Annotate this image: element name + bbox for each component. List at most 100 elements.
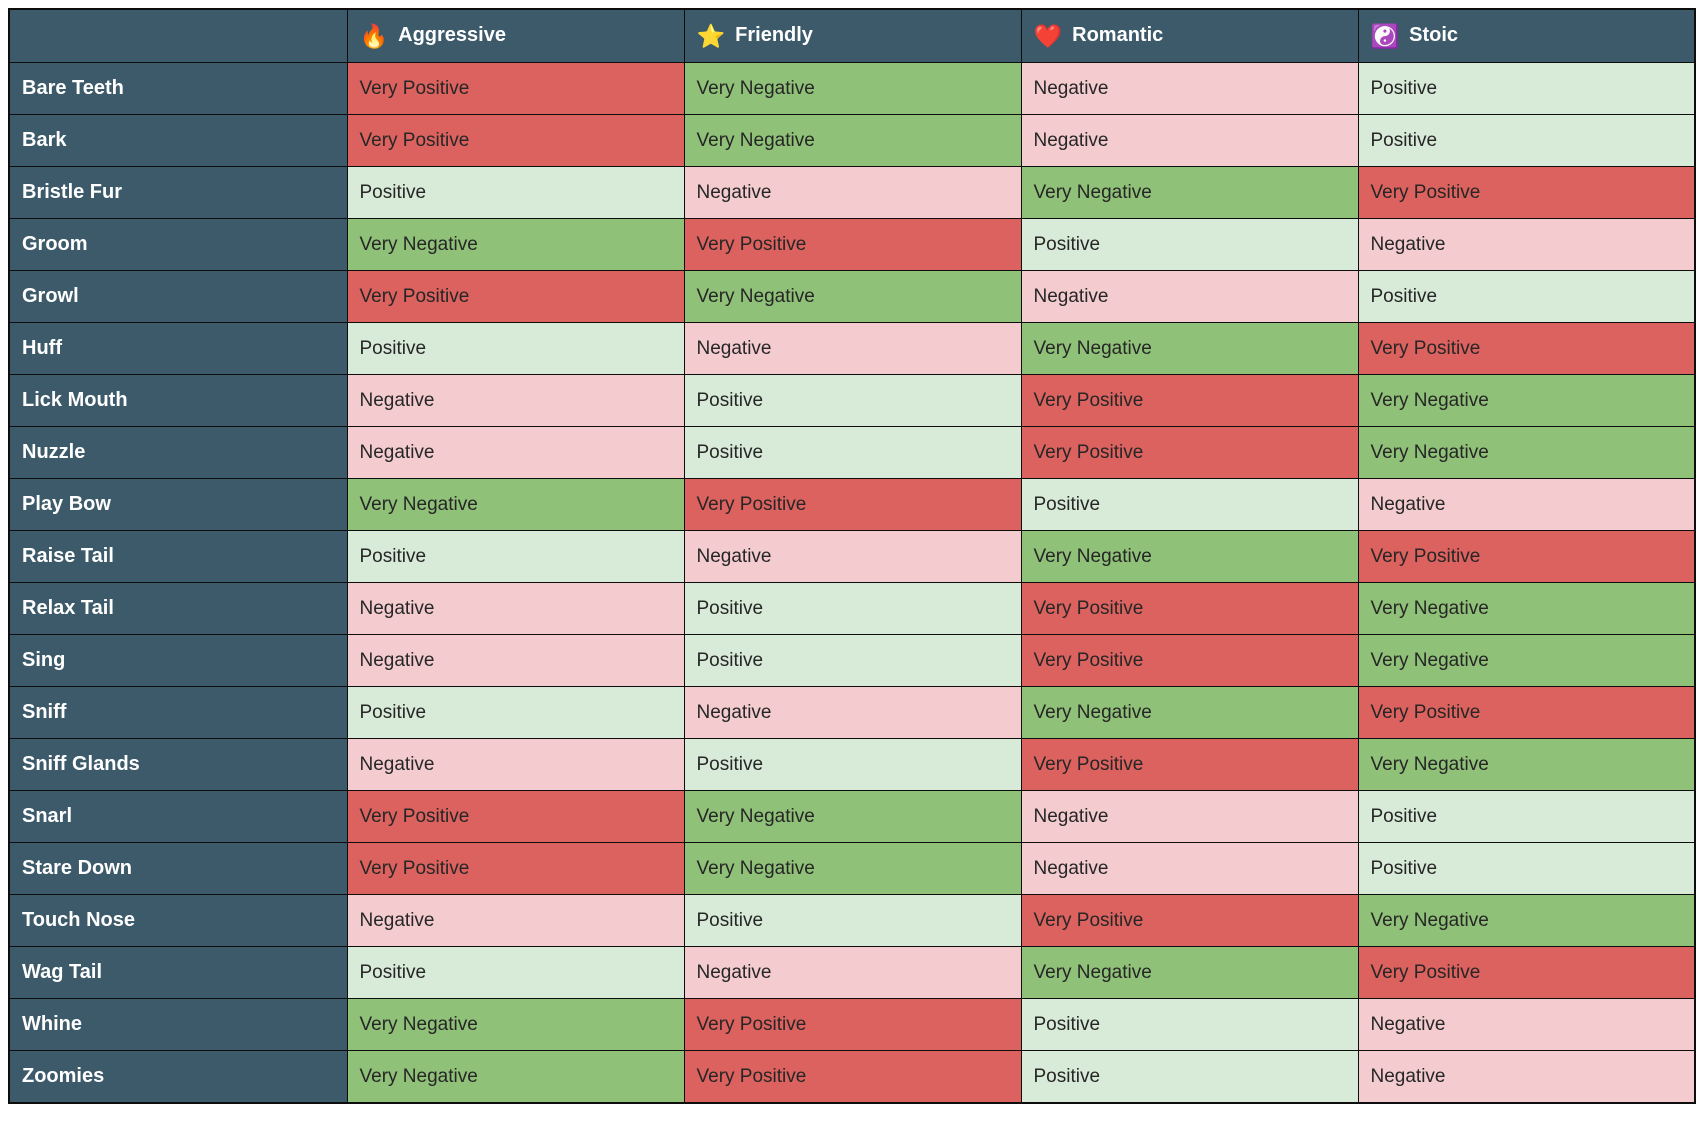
table-cell: Very Positive <box>1357 322 1696 375</box>
table-cell: Very Positive <box>1357 946 1696 999</box>
table-cell: Positive <box>346 686 685 739</box>
table-cell: Positive <box>1020 218 1359 271</box>
table-cell: Positive <box>1357 790 1696 843</box>
column-header-stoic: ☯️ Stoic <box>1357 8 1696 63</box>
row-label: Bristle Fur <box>8 166 348 219</box>
table-cell: Positive <box>683 582 1022 635</box>
table-cell: Very Positive <box>346 114 685 167</box>
table-row: Sniff Positive Negative Very Negative Very P… <box>8 686 1696 739</box>
column-label: Aggressive <box>398 23 506 46</box>
table-cell: Very Negative <box>1020 322 1359 375</box>
table-cell: Negative <box>346 634 685 687</box>
table-row: Touch Nose Negative Positive Very Positive V… <box>8 894 1696 947</box>
table-cell: Very Negative <box>346 998 685 1051</box>
row-label: Play Bow <box>8 478 348 531</box>
table-row: Whine Very Negative Very Positive Positive N… <box>8 998 1696 1051</box>
table-row: Lick Mouth Negative Positive Very Positive V… <box>8 374 1696 427</box>
table-cell: Very Positive <box>346 790 685 843</box>
row-label: Relax Tail <box>8 582 348 635</box>
row-label: Groom <box>8 218 348 271</box>
row-label: Wag Tail <box>8 946 348 999</box>
table-cell: Negative <box>346 426 685 479</box>
heart-icon: ❤️ <box>1033 22 1063 49</box>
table-cell: Positive <box>683 738 1022 791</box>
table-cell: Positive <box>683 894 1022 947</box>
table-cell: Very Positive <box>346 62 685 115</box>
table-cell: Negative <box>346 374 685 427</box>
table-cell: Negative <box>683 946 1022 999</box>
table-cell: Negative <box>1020 790 1359 843</box>
page: 🔥 Aggressive ⭐ Friendly ❤️ Romantic ☯️ Stoic Ba… <box>8 8 1696 1104</box>
table-cell: Negative <box>1357 1050 1696 1104</box>
row-label: Zoomies <box>8 1050 348 1104</box>
table-cell: Very Positive <box>1020 894 1359 947</box>
row-label: Bark <box>8 114 348 167</box>
row-label: Stare Down <box>8 842 348 895</box>
table-row: Relax Tail Negative Positive Very Positive V… <box>8 582 1696 635</box>
table-cell: Negative <box>346 738 685 791</box>
table-cell: Very Positive <box>683 1050 1022 1104</box>
row-label: Touch Nose <box>8 894 348 947</box>
table-cell: Positive <box>1357 62 1696 115</box>
row-label: Whine <box>8 998 348 1051</box>
table-cell: Very Positive <box>683 998 1022 1051</box>
table-cell: Negative <box>346 582 685 635</box>
row-label: Lick Mouth <box>8 374 348 427</box>
row-label: Snarl <box>8 790 348 843</box>
table-cell: Negative <box>683 166 1022 219</box>
table-cell: Very Positive <box>1020 374 1359 427</box>
table-cell: Very Positive <box>683 478 1022 531</box>
table-cell: Positive <box>1357 270 1696 323</box>
table-cell: Negative <box>1020 114 1359 167</box>
table-row: Bare Teeth Very Positive Very Negative Nega… <box>8 62 1696 115</box>
table-row: Wag Tail Positive Negative Very Negative Ver… <box>8 946 1696 999</box>
table-cell: Very Negative <box>346 478 685 531</box>
table-row: Growl Very Positive Very Negative Negative P… <box>8 270 1696 323</box>
table-cell: Negative <box>1020 270 1359 323</box>
table-row: Bark Very Positive Very Negative Negative Po… <box>8 114 1696 167</box>
table-row: Groom Very Negative Very Positive Positive N… <box>8 218 1696 271</box>
row-label: Raise Tail <box>8 530 348 583</box>
table-row: Sniff Glands Negative Positive Very Positiv… <box>8 738 1696 791</box>
column-label: Friendly <box>735 23 813 46</box>
table-cell: Very Negative <box>1357 374 1696 427</box>
column-header-aggressive: 🔥 Aggressive <box>346 8 685 63</box>
row-label: Huff <box>8 322 348 375</box>
table-cell: Negative <box>1020 62 1359 115</box>
table-cell: Negative <box>1357 998 1696 1051</box>
table-cell: Very Positive <box>346 842 685 895</box>
table-cell: Positive <box>346 322 685 375</box>
table-cell: Positive <box>346 946 685 999</box>
table-row: Snarl Very Positive Very Negative Negative P… <box>8 790 1696 843</box>
table-cell: Very Positive <box>1020 738 1359 791</box>
table-row: Raise Tail Positive Negative Very Negative V… <box>8 530 1696 583</box>
header-row: 🔥 Aggressive ⭐ Friendly ❤️ Romantic ☯️ Stoic <box>8 8 1696 63</box>
table-cell: Very Negative <box>683 842 1022 895</box>
table-cell: Very Positive <box>1357 686 1696 739</box>
table-cell: Very Negative <box>1357 894 1696 947</box>
table-cell: Very Negative <box>346 218 685 271</box>
table-cell: Positive <box>346 530 685 583</box>
behavior-sentiment-table: 🔥 Aggressive ⭐ Friendly ❤️ Romantic ☯️ Stoic Ba… <box>8 8 1696 1104</box>
yin-yang-icon: ☯️ <box>1370 22 1400 49</box>
table-cell: Positive <box>683 374 1022 427</box>
table-cell: Very Negative <box>1020 686 1359 739</box>
table-cell: Negative <box>346 894 685 947</box>
table-cell: Positive <box>1020 478 1359 531</box>
table-cell: Very Negative <box>346 1050 685 1104</box>
row-label: Sniff Glands <box>8 738 348 791</box>
row-label: Nuzzle <box>8 426 348 479</box>
table-cell: Very Negative <box>683 270 1022 323</box>
table-cell: Very Negative <box>1020 530 1359 583</box>
column-label: Romantic <box>1072 23 1164 46</box>
table-row: Bristle Fur Positive Negative Very Negative… <box>8 166 1696 219</box>
table-cell: Very Negative <box>1357 426 1696 479</box>
row-label: Sniff <box>8 686 348 739</box>
fire-icon: 🔥 <box>359 22 389 49</box>
table-cell: Positive <box>683 634 1022 687</box>
table-row: Sing Negative Positive Very Positive Very Ne… <box>8 634 1696 687</box>
table-row: Play Bow Very Negative Very Positive Positi… <box>8 478 1696 531</box>
star-icon: ⭐ <box>696 22 726 49</box>
table-cell: Negative <box>1357 478 1696 531</box>
table-cell: Positive <box>1020 1050 1359 1104</box>
